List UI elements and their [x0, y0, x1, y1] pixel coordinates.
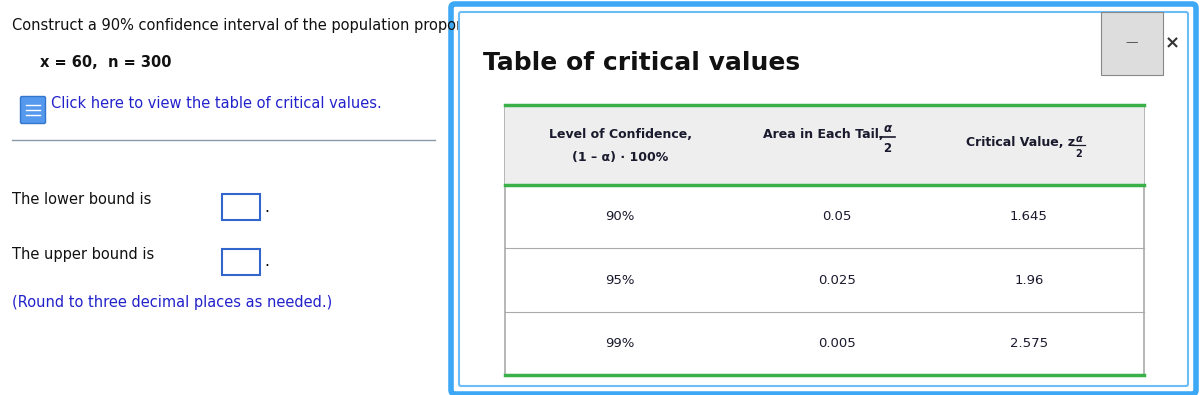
Text: 1.645: 1.645	[1010, 210, 1048, 223]
FancyBboxPatch shape	[222, 249, 260, 275]
FancyBboxPatch shape	[505, 105, 1144, 185]
Text: Level of Confidence,: Level of Confidence,	[548, 128, 691, 141]
Text: α: α	[1075, 134, 1082, 144]
Text: .: .	[264, 254, 269, 269]
Text: (1 – α) · 100%: (1 – α) · 100%	[572, 150, 668, 164]
Text: Construct a 90% confidence interval of the population proportion using the given: Construct a 90% confidence interval of t…	[12, 18, 703, 33]
Text: Click here to view the table of critical values.: Click here to view the table of critical…	[50, 96, 382, 111]
Text: (Round to three decimal places as needed.): (Round to three decimal places as needed…	[12, 295, 332, 310]
Text: Area in Each Tail,: Area in Each Tail,	[763, 128, 883, 141]
Text: The lower bound is: The lower bound is	[12, 192, 151, 207]
Text: 95%: 95%	[605, 273, 635, 286]
FancyBboxPatch shape	[505, 105, 1144, 375]
Text: The upper bound is: The upper bound is	[12, 248, 155, 263]
Text: 0.005: 0.005	[818, 337, 856, 350]
Text: 99%: 99%	[605, 337, 635, 350]
FancyBboxPatch shape	[20, 96, 46, 124]
FancyBboxPatch shape	[451, 4, 1196, 394]
FancyBboxPatch shape	[458, 12, 1188, 386]
Text: Table of critical values: Table of critical values	[482, 51, 800, 75]
Text: 2: 2	[883, 141, 892, 154]
Text: Critical Value, z: Critical Value, z	[966, 137, 1075, 149]
Text: 2.575: 2.575	[1010, 337, 1048, 350]
Text: x = 60,  n = 300: x = 60, n = 300	[40, 55, 172, 70]
FancyBboxPatch shape	[222, 194, 260, 220]
Text: 1.96: 1.96	[1014, 273, 1044, 286]
Text: .: .	[264, 199, 269, 214]
Text: 0.05: 0.05	[822, 210, 852, 223]
Text: 2: 2	[1075, 149, 1082, 159]
Text: 90%: 90%	[605, 210, 635, 223]
Text: 0.025: 0.025	[818, 273, 857, 286]
Text: α: α	[883, 122, 892, 135]
Text: —: —	[1126, 36, 1139, 49]
Text: ×: ×	[1164, 34, 1180, 52]
